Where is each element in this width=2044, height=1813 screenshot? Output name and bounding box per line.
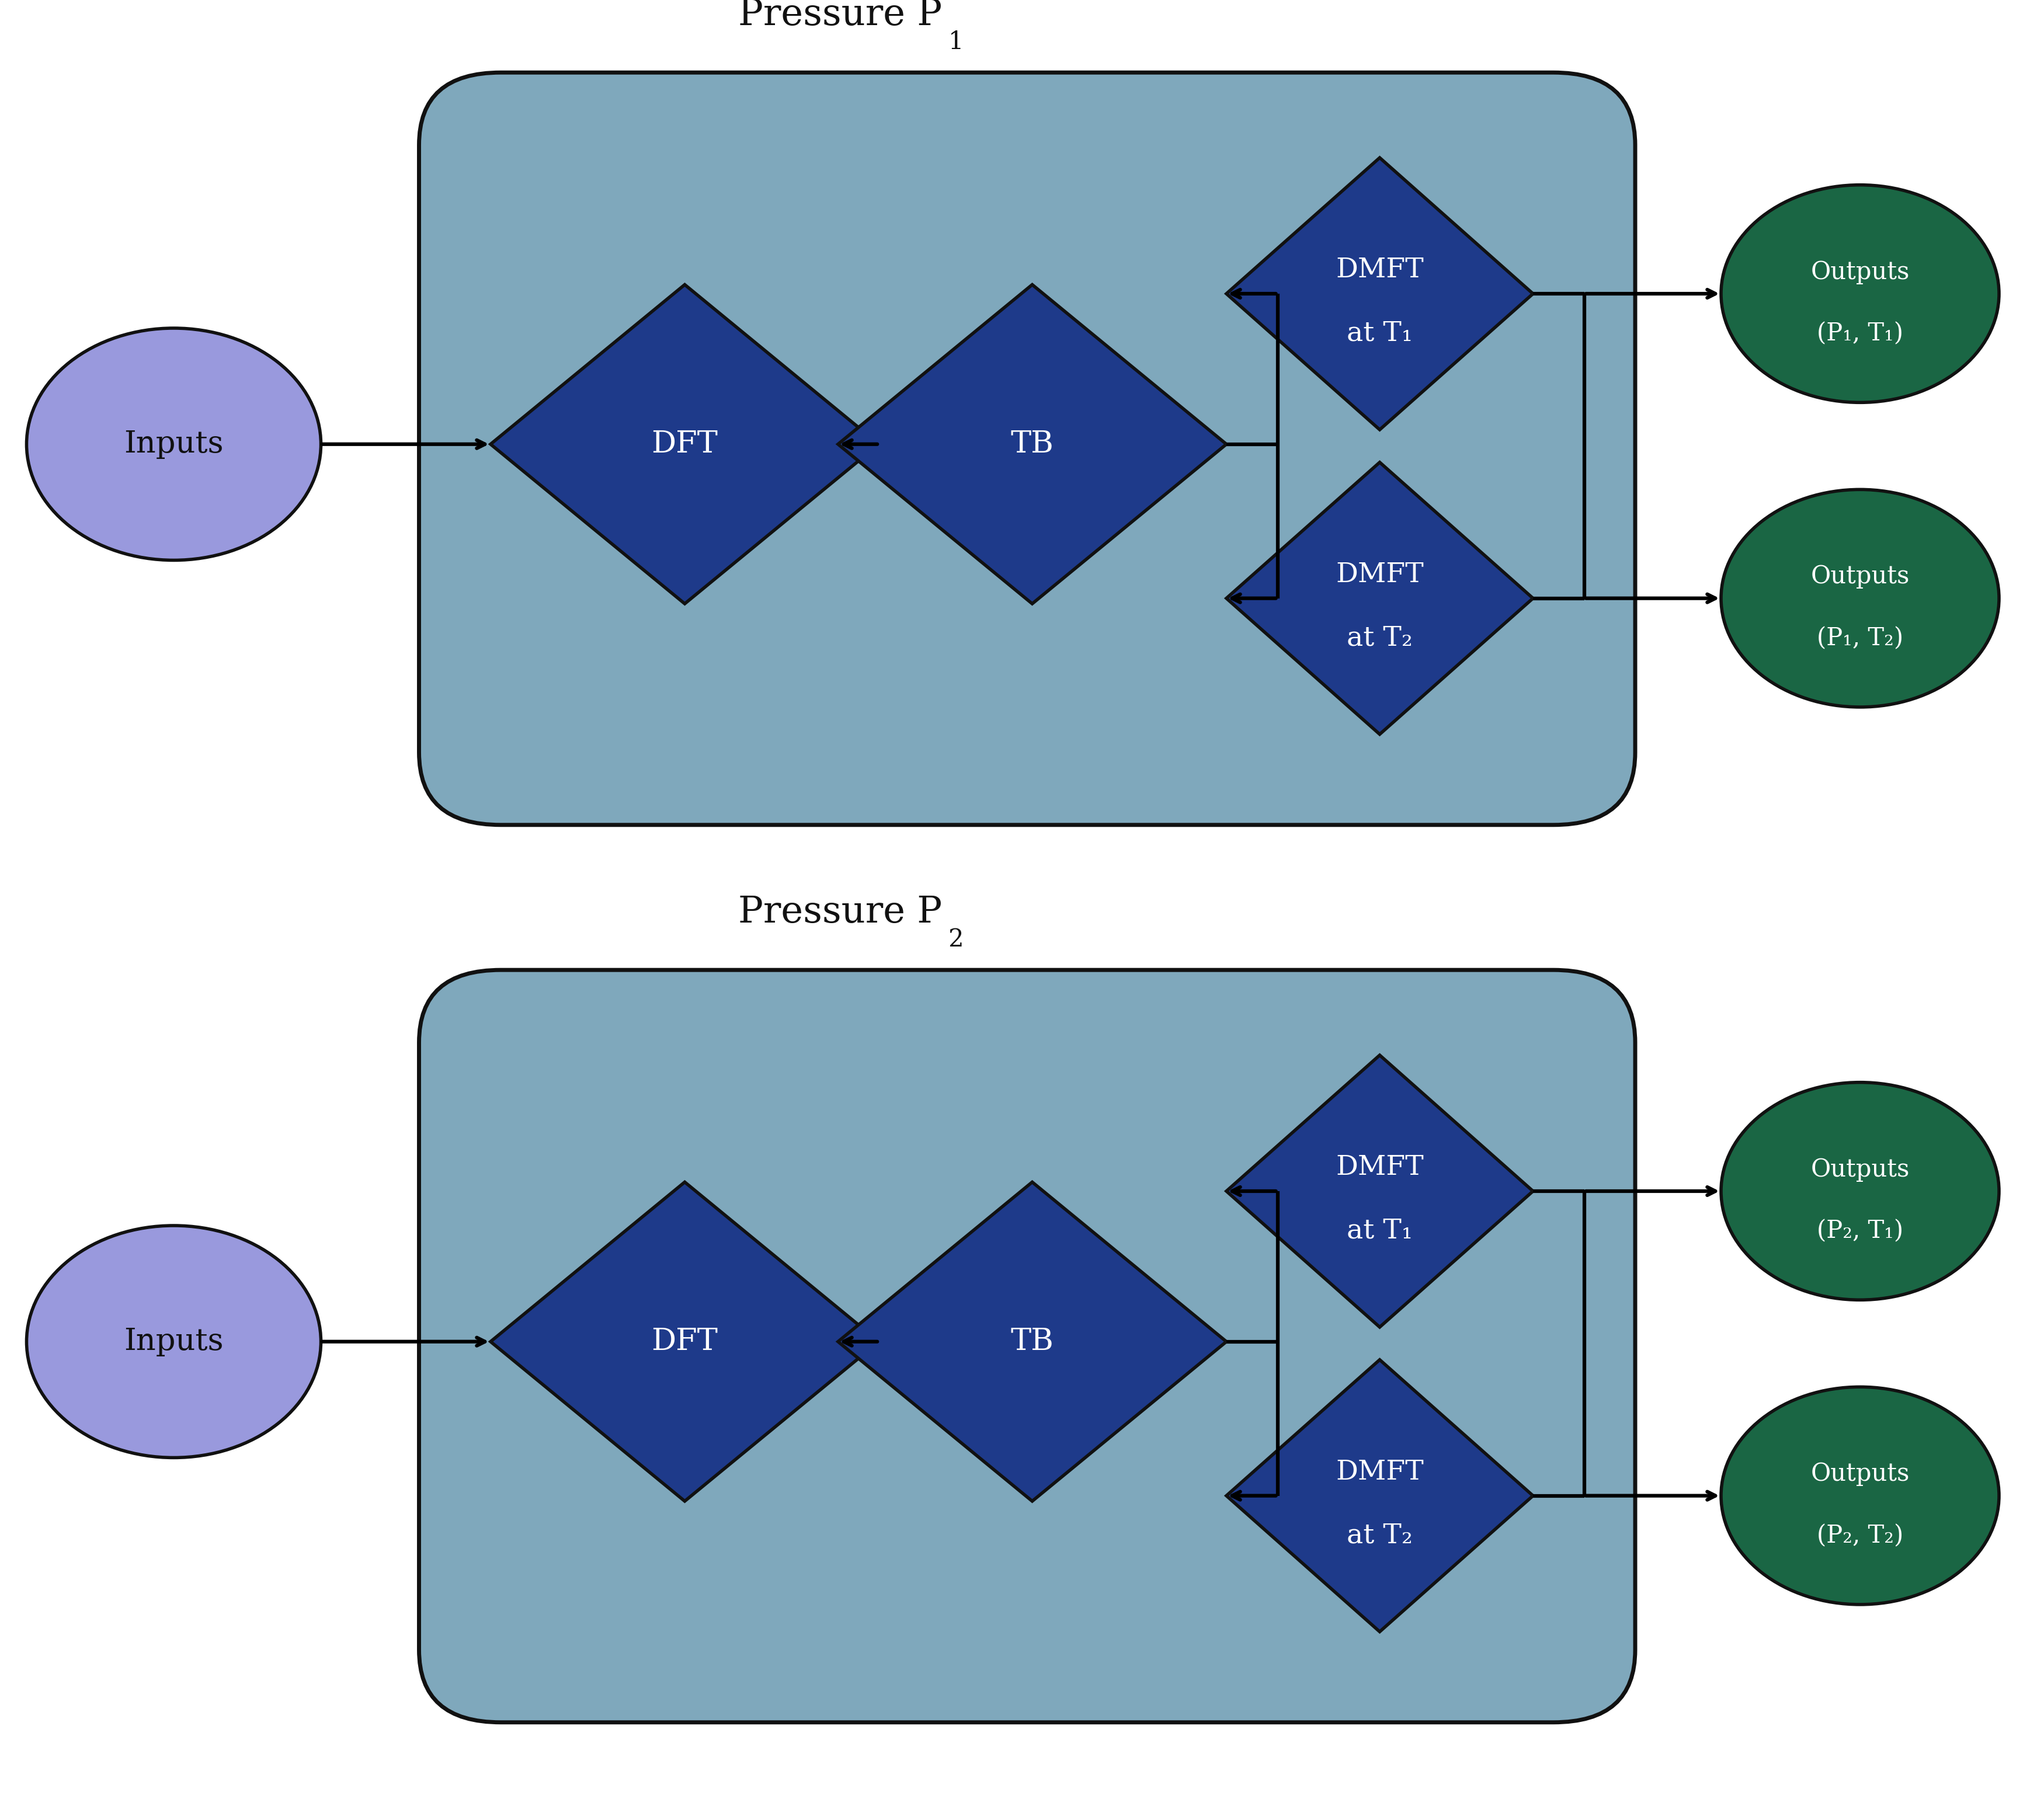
Ellipse shape [1721, 1387, 1999, 1605]
Text: TB: TB [1010, 430, 1055, 459]
Text: at T₂: at T₂ [1347, 625, 1412, 651]
Text: DFT: DFT [652, 1327, 717, 1356]
Polygon shape [1226, 462, 1533, 734]
Text: Outputs: Outputs [1811, 259, 1909, 285]
FancyBboxPatch shape [419, 73, 1635, 825]
Text: DMFT: DMFT [1335, 562, 1425, 587]
Polygon shape [838, 285, 1226, 604]
Text: DMFT: DMFT [1335, 1459, 1425, 1485]
Polygon shape [1226, 1360, 1533, 1632]
FancyBboxPatch shape [419, 970, 1635, 1722]
Text: Pressure P: Pressure P [738, 0, 942, 33]
Polygon shape [491, 1182, 879, 1501]
Text: (P₁, T₁): (P₁, T₁) [1817, 321, 1903, 346]
Text: DMFT: DMFT [1335, 1155, 1425, 1180]
Text: TB: TB [1010, 1327, 1055, 1356]
Text: DFT: DFT [652, 430, 717, 459]
Ellipse shape [1721, 1082, 1999, 1300]
Ellipse shape [1721, 185, 1999, 402]
Text: Inputs: Inputs [125, 430, 223, 459]
Ellipse shape [27, 1226, 321, 1458]
Text: (P₂, T₁): (P₂, T₁) [1817, 1218, 1903, 1244]
Text: at T₁: at T₁ [1347, 1218, 1412, 1244]
Ellipse shape [27, 328, 321, 560]
Polygon shape [1226, 158, 1533, 430]
Text: DMFT: DMFT [1335, 257, 1425, 283]
Text: Outputs: Outputs [1811, 1157, 1909, 1182]
Text: (P₁, T₂): (P₁, T₂) [1817, 625, 1903, 651]
Polygon shape [1226, 1055, 1533, 1327]
Text: Outputs: Outputs [1811, 1461, 1909, 1487]
Text: at T₂: at T₂ [1347, 1523, 1412, 1548]
Text: Inputs: Inputs [125, 1327, 223, 1356]
Text: 1: 1 [948, 29, 963, 54]
Text: Outputs: Outputs [1811, 564, 1909, 589]
Text: at T₁: at T₁ [1347, 321, 1412, 346]
Polygon shape [491, 285, 879, 604]
Polygon shape [838, 1182, 1226, 1501]
Text: Pressure P: Pressure P [738, 894, 942, 930]
Text: (P₂, T₂): (P₂, T₂) [1817, 1523, 1903, 1548]
Ellipse shape [1721, 490, 1999, 707]
Text: 2: 2 [948, 926, 963, 952]
